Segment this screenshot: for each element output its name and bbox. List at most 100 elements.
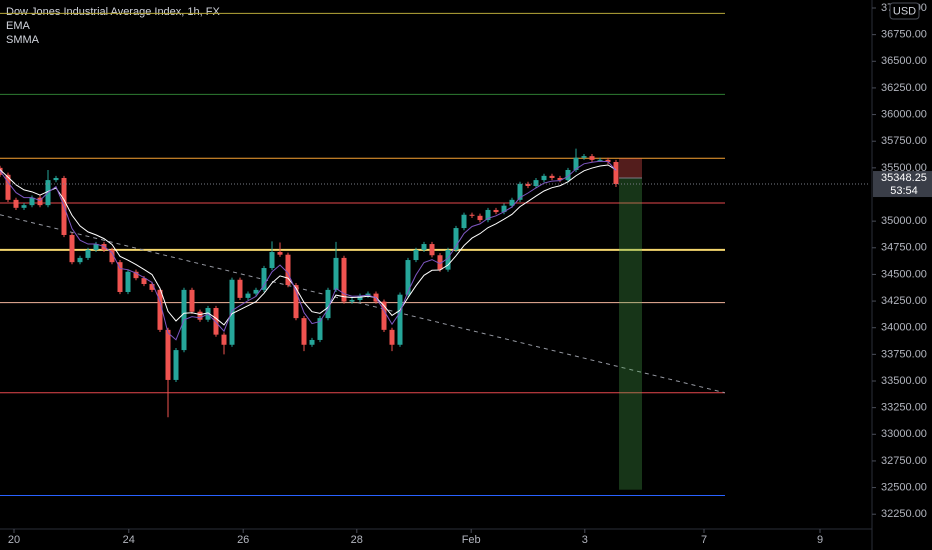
- chart-title: Dow Jones Industrial Average Index, 1h, …: [6, 6, 220, 18]
- y-tick-label: 32500.00: [881, 481, 927, 493]
- candle-body: [341, 257, 347, 302]
- candle-body: [277, 252, 283, 255]
- candle-body: [117, 262, 123, 293]
- x-tick-label: 9: [817, 534, 823, 546]
- candle-body: [485, 209, 491, 221]
- currency: USD: [893, 5, 916, 17]
- candle-body: [229, 279, 235, 345]
- candle-body: [381, 301, 387, 330]
- candle-body: [197, 311, 203, 320]
- candle-body: [77, 257, 83, 263]
- candle-body: [165, 329, 171, 380]
- candle-body: [357, 295, 363, 301]
- candle-body: [565, 169, 571, 181]
- indicator-line: [0, 160, 617, 341]
- y-tick-label: 34750.00: [881, 242, 927, 254]
- countdown: 53:54: [890, 185, 918, 197]
- candle-body: [141, 278, 147, 285]
- candle-body: [613, 161, 619, 185]
- stop-zone: [619, 158, 642, 178]
- price-label-box: [873, 171, 932, 198]
- candle-body: [597, 159, 603, 161]
- candle-body: [173, 350, 179, 380]
- candle-body: [325, 289, 331, 319]
- candle-body: [149, 284, 155, 290]
- candle-body: [285, 254, 291, 286]
- candle-body: [405, 260, 411, 295]
- candle-body: [389, 329, 395, 345]
- x-tick-label: 7: [701, 534, 707, 546]
- candle-body: [397, 294, 403, 345]
- plot-area: [0, 12, 870, 497]
- y-tick-label: 33000.00: [881, 428, 927, 440]
- candle-body: [429, 244, 435, 256]
- x-tick-label: 24: [123, 534, 135, 546]
- legend-entry: EMA: [6, 20, 31, 32]
- candle-body: [109, 249, 115, 263]
- price-label: 35348.25: [881, 172, 927, 184]
- candle-body: [93, 244, 99, 250]
- y-tick-label: 35500.00: [881, 162, 927, 174]
- candle-body: [421, 244, 427, 250]
- candle-body: [13, 199, 19, 208]
- candle-body: [477, 215, 483, 221]
- candle-body: [349, 300, 355, 302]
- candle-body: [501, 205, 507, 213]
- x-tick-label: 3: [582, 534, 588, 546]
- candle-body: [413, 249, 419, 261]
- candle-body: [301, 318, 307, 345]
- y-tick-label: 36750.00: [881, 29, 927, 41]
- candle-body: [133, 271, 139, 279]
- y-tick-label: 34500.00: [881, 268, 927, 280]
- candle-body: [213, 307, 219, 335]
- x-tick-label: 26: [237, 534, 249, 546]
- candle-body: [21, 205, 27, 208]
- candle-body: [261, 268, 267, 290]
- target-zone: [619, 177, 642, 490]
- candle-body: [317, 318, 323, 340]
- candle-body: [557, 177, 563, 181]
- y-tick-label: 34000.00: [881, 322, 927, 334]
- candle-body: [517, 183, 523, 200]
- y-tick-label: 36250.00: [881, 82, 927, 94]
- candle-body: [293, 285, 299, 319]
- candle-body: [453, 228, 459, 250]
- indicator-line: [0, 164, 617, 326]
- y-tick-label: 35750.00: [881, 135, 927, 147]
- candle-body: [533, 180, 539, 186]
- candle-body: [525, 183, 531, 186]
- candle-body: [5, 174, 11, 200]
- y-tick-label: 36000.00: [881, 108, 927, 120]
- candle-body: [541, 175, 547, 181]
- candle-body: [333, 257, 339, 290]
- candle-body: [493, 209, 499, 213]
- candle-body: [509, 199, 515, 206]
- legend-entry: SMMA: [6, 34, 40, 46]
- candle-body: [269, 252, 275, 269]
- candle-body: [437, 255, 443, 270]
- candle-body: [461, 214, 467, 229]
- candle-body: [309, 339, 315, 345]
- x-tick-label: 20: [8, 534, 20, 546]
- candle-body: [53, 177, 59, 181]
- y-tick-label: 35000.00: [881, 215, 927, 227]
- candle-body: [237, 279, 243, 298]
- candle-body: [605, 159, 611, 162]
- trend-line: [0, 214, 725, 394]
- y-tick-label: 34250.00: [881, 295, 927, 307]
- candle-body: [29, 197, 35, 206]
- y-tick-label: 32250.00: [881, 508, 927, 520]
- candle-body: [221, 334, 227, 345]
- x-tick-label: 28: [351, 534, 363, 546]
- candle-body: [189, 289, 195, 312]
- candle-body: [85, 249, 91, 258]
- candle-body: [69, 234, 75, 263]
- candle-body: [549, 175, 555, 178]
- y-tick-label: 32750.00: [881, 455, 927, 467]
- y-tick-label: 33250.00: [881, 402, 927, 414]
- candle-body: [573, 157, 579, 170]
- candle-body: [125, 271, 131, 293]
- candle-body: [245, 293, 251, 298]
- candle-body: [581, 156, 587, 158]
